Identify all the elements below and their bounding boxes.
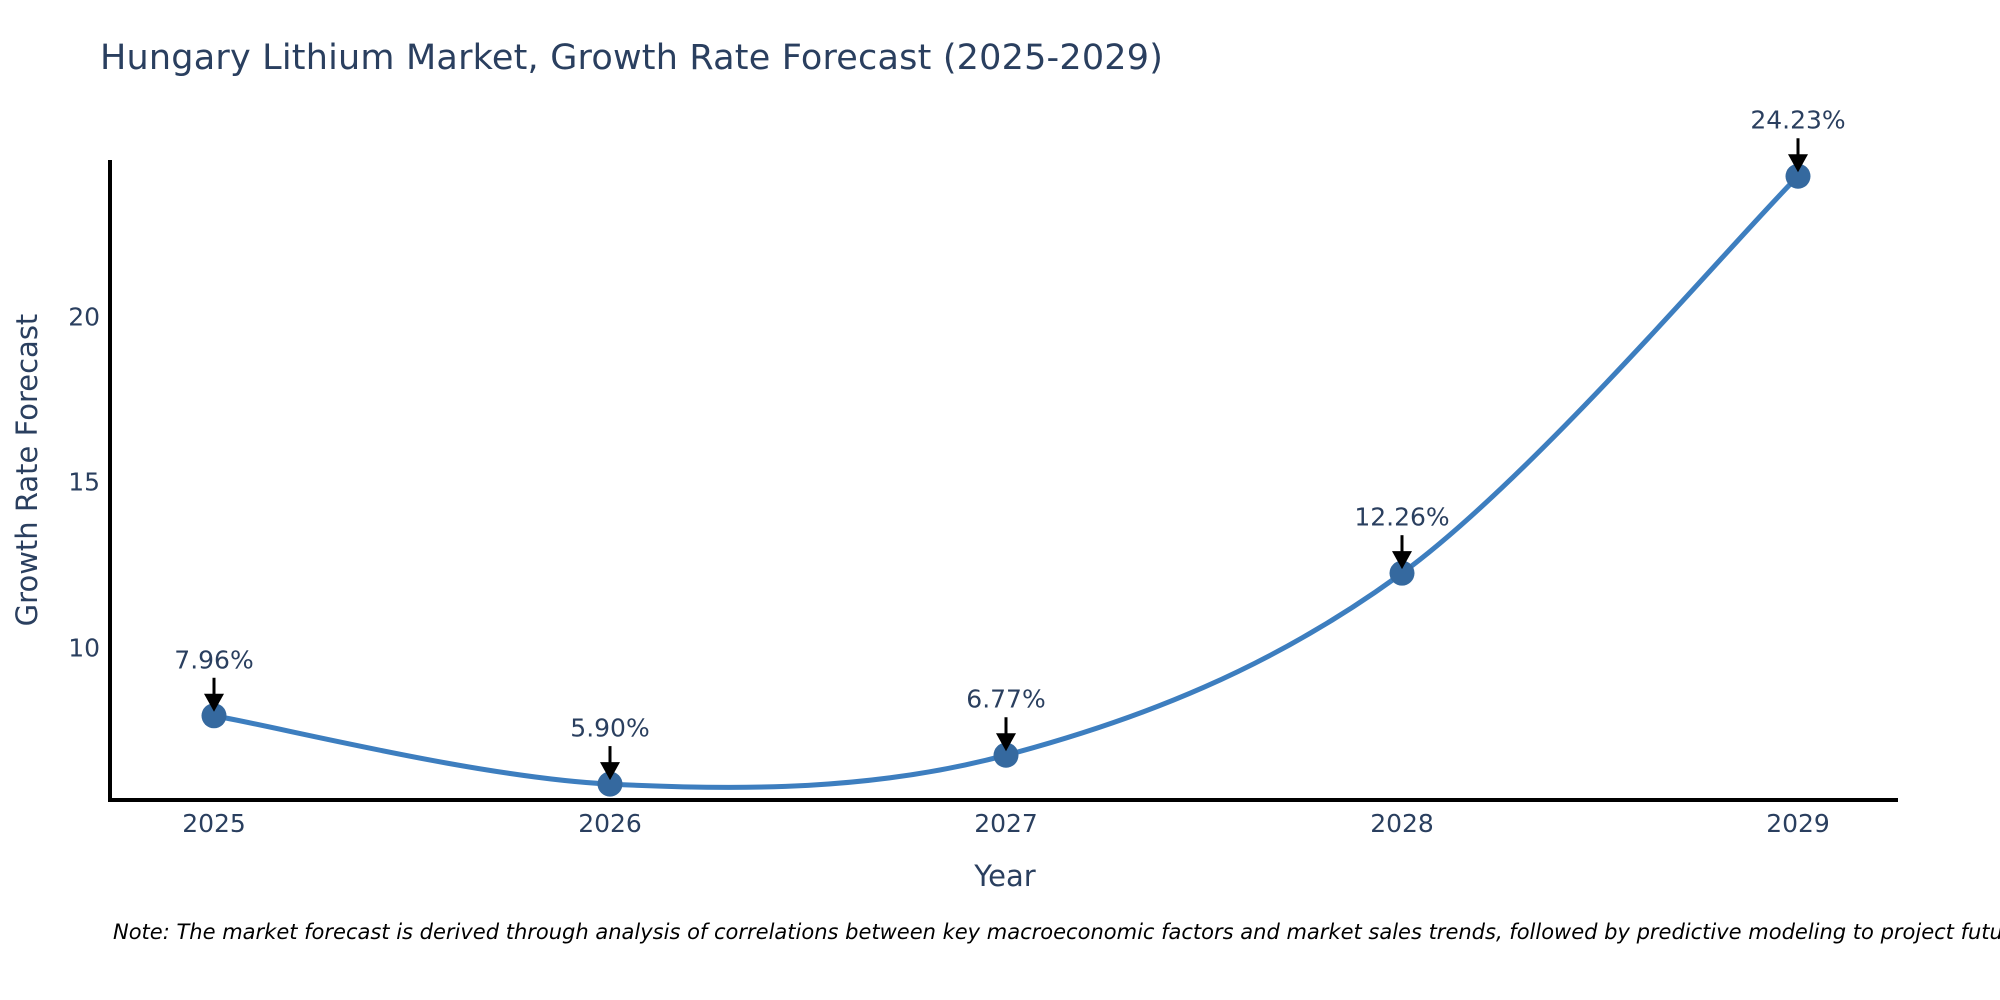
x-axis-tick-label: 2025 bbox=[182, 809, 246, 838]
data-point-value-label: 7.96% bbox=[174, 645, 254, 675]
annotation-arrow-head bbox=[204, 693, 224, 712]
data-point-marker bbox=[1785, 163, 1811, 189]
data-point-value-label: 12.26% bbox=[1354, 502, 1450, 532]
annotation-arrow-head bbox=[1392, 551, 1412, 570]
x-axis-spine bbox=[108, 798, 1898, 802]
data-point-marker bbox=[597, 771, 623, 797]
y-axis-tick-label: 20 bbox=[68, 302, 100, 332]
data-point-marker bbox=[993, 742, 1019, 768]
data-point-value-label: 5.90% bbox=[570, 713, 650, 743]
y-axis-spine bbox=[108, 160, 112, 802]
annotation-arrow-head bbox=[996, 733, 1016, 752]
data-point-value-label: 6.77% bbox=[966, 684, 1046, 714]
data-point-value-label: 24.23% bbox=[1750, 105, 1846, 135]
chart-title: Hungary Lithium Market, Growth Rate Fore… bbox=[100, 38, 1164, 78]
x-axis-tick-label: 2028 bbox=[1370, 809, 1434, 838]
data-point-marker bbox=[201, 703, 227, 729]
data-point-marker bbox=[1389, 560, 1415, 586]
x-axis-tick-label: 2029 bbox=[1766, 809, 1830, 838]
y-axis-tick-label: 15 bbox=[68, 467, 100, 497]
x-axis-title: Year bbox=[974, 859, 1036, 893]
footnote: Note: The market forecast is derived thr… bbox=[113, 920, 2000, 944]
annotation-arrow-head bbox=[1788, 154, 1808, 173]
x-axis-tick-label: 2027 bbox=[974, 809, 1038, 838]
x-axis-tick-label: 2026 bbox=[578, 809, 642, 838]
forecast-line bbox=[211, 173, 1801, 790]
y-axis-tick-label: 10 bbox=[68, 633, 100, 663]
annotation-arrow-head bbox=[600, 762, 620, 781]
